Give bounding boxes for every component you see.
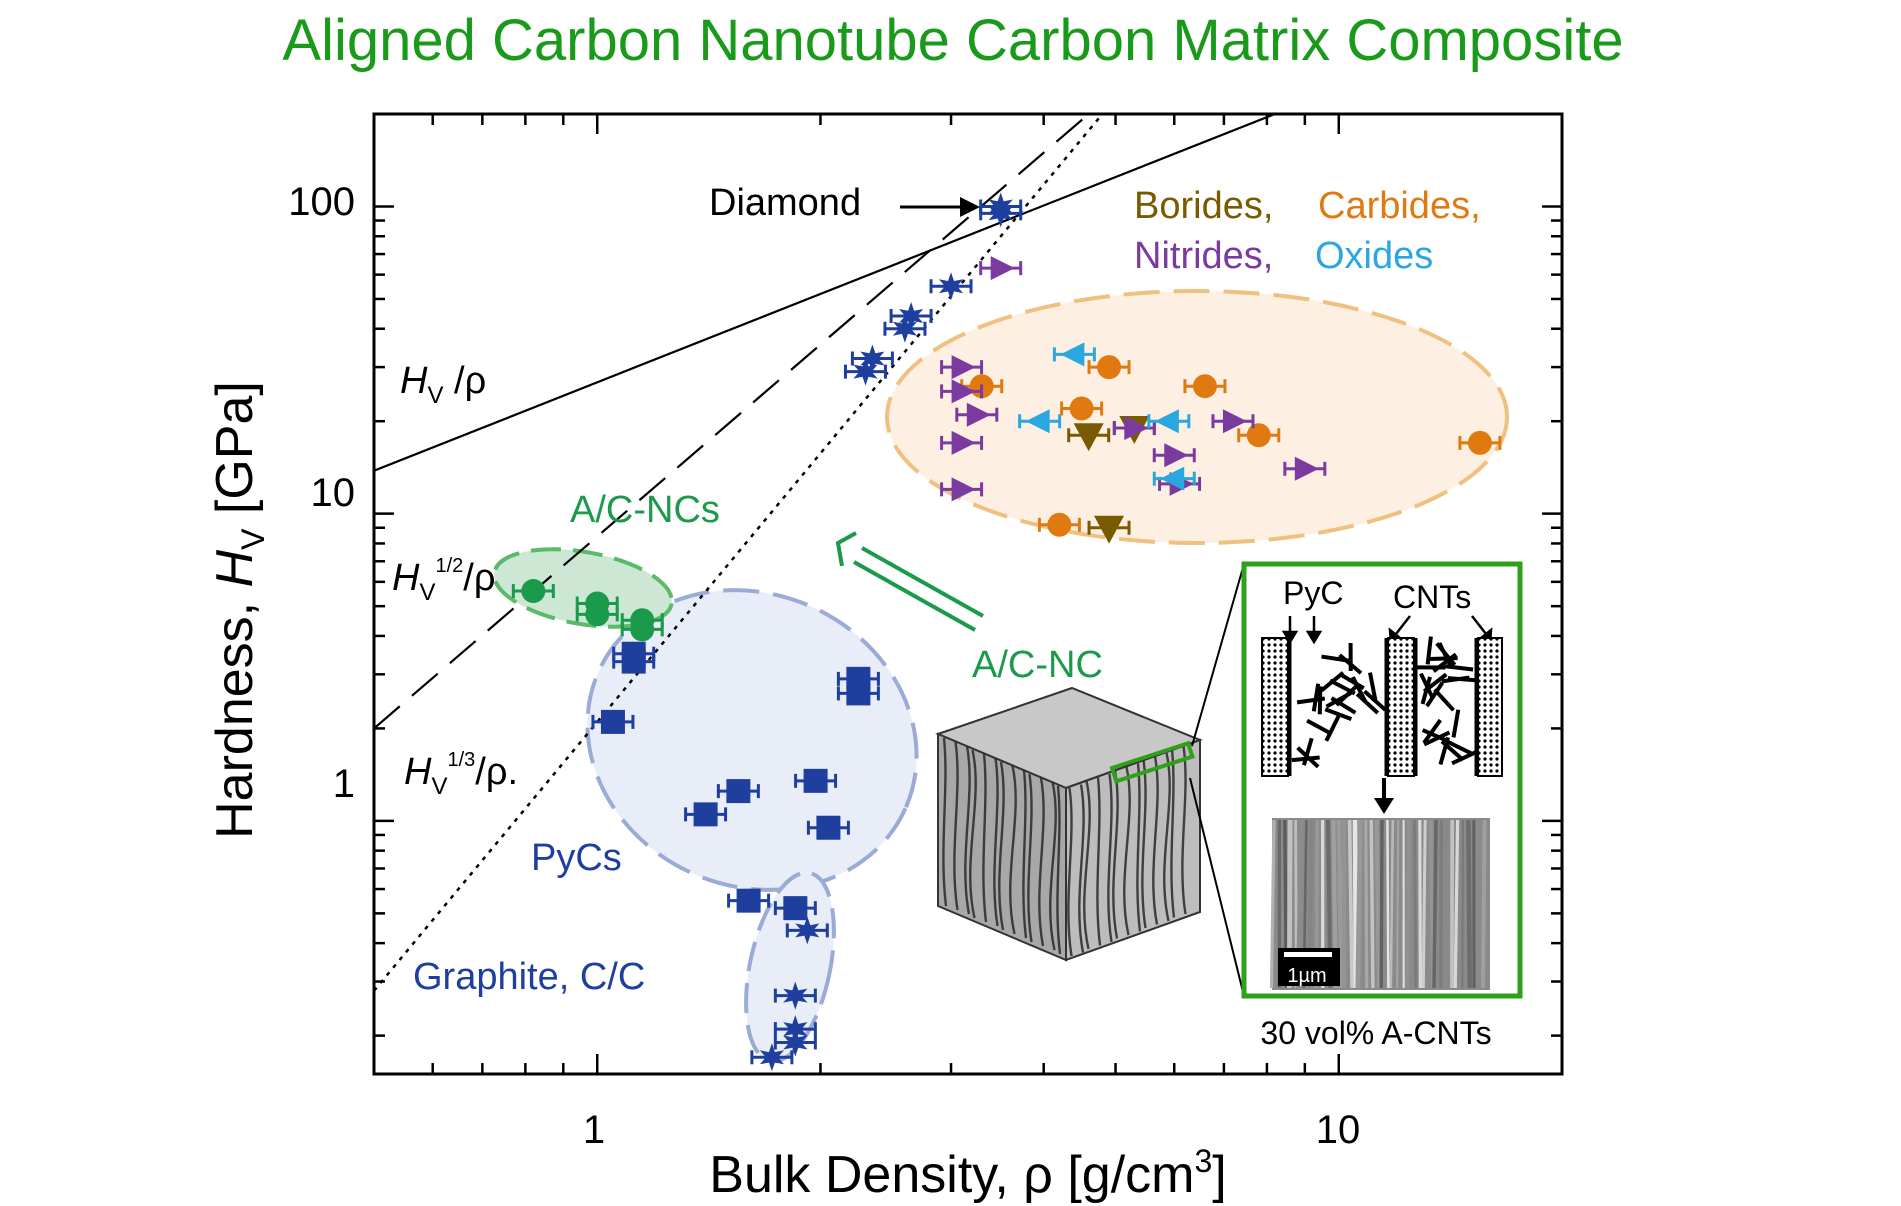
point-pycs-4	[716, 779, 760, 804]
group-regions	[492, 289, 1509, 1064]
point-a-c-ncs-2	[575, 602, 619, 627]
point-pycs-8	[806, 815, 850, 840]
cube-illustration	[935, 563, 1245, 997]
inset: PyC CNTs 1µm 30 vol%	[1241, 561, 1523, 1051]
point-carbides-2	[1087, 355, 1131, 380]
group-guide-lines	[374, 114, 1276, 992]
guide-line-1	[374, 114, 1090, 730]
label-borides: Borides,	[1134, 185, 1273, 227]
region-pycs	[585, 588, 919, 892]
guide-label-hv-half: HV1/2/ρ	[392, 555, 495, 606]
x-tick-label-10: 10	[1316, 1108, 1361, 1152]
label-acnc: A/C-NC	[972, 644, 1103, 686]
arrow-acnc	[835, 531, 984, 632]
point-pycs-10	[836, 681, 880, 706]
point-diamond-2	[883, 314, 927, 343]
point-nitrides-1	[940, 355, 984, 380]
point-nitrides-0	[979, 256, 1023, 281]
point-graphite-c-c-0	[750, 1043, 794, 1072]
point-diamond-6	[979, 192, 1023, 221]
y-tick-label-10: 10	[311, 471, 356, 515]
point-pycs-3	[684, 802, 728, 827]
point-a-c-ncs-4	[620, 617, 664, 642]
group-guide-labels: HV /ρ HV1/2/ρ HV1/3/ρ.	[392, 360, 518, 800]
point-pycs-6	[773, 896, 817, 921]
point-graphite-c-c-1	[773, 981, 817, 1010]
group-ticks	[372, 112, 1564, 1074]
cube-highlight	[1109, 740, 1195, 784]
x-axis-label-sup: 3	[1194, 1143, 1212, 1179]
point-borides-2	[1087, 515, 1131, 544]
inset-sem-image: 1µm	[1269, 818, 1490, 990]
group-data-points	[511, 192, 1502, 1072]
point-nitrides-3	[955, 402, 999, 427]
inset-down-arrow	[1374, 778, 1394, 814]
y-axis-label-unit: [GPa]	[206, 381, 264, 528]
point-diamond-4	[929, 272, 973, 301]
guide-label-hv-third: HV1/3/ρ.	[404, 749, 518, 800]
x-tick-label-1: 1	[583, 1108, 605, 1152]
label-oxides: Oxides	[1315, 235, 1433, 277]
point-nitrides-4	[940, 430, 984, 455]
cube-fibers	[942, 737, 1187, 957]
y-tick-label-1: 1	[333, 762, 355, 806]
y-axis-label-prefix: Hardness,	[206, 587, 264, 838]
label-pycs: PyCs	[531, 837, 622, 879]
point-carbides-6	[1037, 512, 1081, 537]
point-oxides-0	[1052, 342, 1096, 367]
x-axis-label: Bulk Density, ρ [g/cm3]	[709, 1143, 1226, 1204]
point-carbides-4	[1237, 423, 1281, 448]
point-oxides-2	[1147, 409, 1191, 434]
point-pycs-1	[612, 649, 656, 674]
arrow-diamond	[900, 197, 980, 217]
region-ceramics	[885, 289, 1509, 545]
point-diamond-0	[843, 357, 887, 386]
point-pycs-2	[591, 709, 635, 734]
point-nitrides-5	[940, 477, 984, 502]
guide-label-hv: HV /ρ	[400, 360, 486, 409]
x-axis-label-end: ]	[1212, 1146, 1226, 1204]
point-pycs-5	[727, 888, 771, 913]
guide-line-0	[374, 114, 1276, 472]
label-graphite: Graphite, C/C	[413, 956, 645, 998]
x-axis-label-text: Bulk Density, ρ [g/cm	[709, 1146, 1194, 1204]
chart-title: Aligned Carbon Nanotube Carbon Matrix Co…	[282, 8, 1623, 73]
point-oxides-1	[1018, 409, 1062, 434]
inset-arrows	[1281, 615, 1493, 647]
point-diamond-3	[889, 302, 933, 330]
cube-connector-top	[1191, 563, 1245, 747]
cube-connector-bottom	[1189, 777, 1245, 997]
inset-schematic	[1261, 636, 1503, 777]
point-a-c-ncs-0	[511, 579, 555, 604]
inset-label-pyc: PyC	[1283, 575, 1343, 611]
point-carbides-5	[1458, 430, 1502, 455]
y-axis-label-h: H	[206, 549, 264, 587]
y-axis-label-sub: V	[235, 528, 271, 550]
label-nitrides: Nitrides,	[1134, 235, 1273, 277]
point-graphite-c-c-4	[785, 916, 829, 945]
plot-frame	[372, 112, 1564, 1076]
y-tick-label-100: 100	[288, 180, 355, 224]
point-carbides-3	[1183, 374, 1227, 399]
label-carbides: Carbides,	[1318, 185, 1481, 227]
label-acncs: A/C-NCs	[570, 489, 720, 531]
inset-scale-label: 1µm	[1287, 965, 1326, 987]
point-nitrides-9	[1211, 409, 1255, 434]
region-acncs	[492, 547, 674, 629]
point-carbides-1	[1060, 396, 1104, 421]
point-graphite-c-c-3	[773, 1028, 817, 1057]
point-pycs-7	[794, 768, 838, 793]
y-axis-label: Hardness, HV [GPa]	[206, 381, 271, 839]
point-nitrides-7	[1152, 443, 1196, 468]
label-diamond: Diamond	[709, 182, 861, 224]
point-nitrides-10	[1283, 456, 1327, 481]
inset-caption: 30 vol% A-CNTs	[1260, 1015, 1491, 1051]
inset-label-cnts: CNTs	[1393, 579, 1471, 615]
point-nitrides-2	[940, 379, 984, 404]
point-oxides-3	[1152, 466, 1196, 491]
point-borides-0	[1067, 423, 1111, 452]
point-diamond-1	[850, 344, 894, 373]
